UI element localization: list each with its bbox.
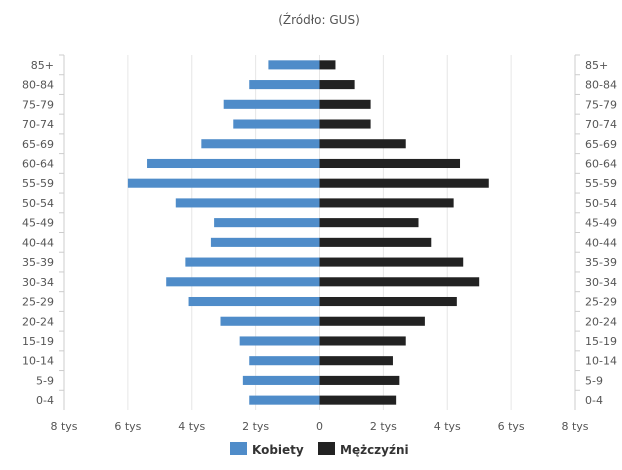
bar-kobiety[interactable] — [268, 60, 320, 70]
bar-mezczyzni[interactable] — [319, 198, 454, 208]
y-tick-label-right: 75-79 — [585, 98, 617, 111]
bar-mezczyzni[interactable] — [319, 158, 461, 169]
bar-kobiety[interactable] — [214, 218, 320, 228]
legend-label-kobiety: Kobiety — [252, 443, 304, 457]
y-tick-label-left: 75-79 — [22, 98, 54, 111]
bar-kobiety[interactable] — [242, 375, 320, 385]
bar-mezczyzni[interactable] — [319, 375, 400, 385]
bar-mezczyzni[interactable] — [319, 139, 406, 149]
bar-kobiety[interactable] — [223, 99, 320, 109]
y-tick-label-right: 15-19 — [585, 335, 617, 348]
bar-mezczyzni[interactable] — [319, 60, 336, 70]
bar-mezczyzni[interactable] — [319, 178, 489, 188]
y-tick-label-left: 0-4 — [36, 394, 54, 407]
chart-subtitle: (Źródło: GUS) — [278, 12, 360, 27]
bar-kobiety[interactable] — [175, 198, 320, 208]
y-tick-label-right: 65-69 — [585, 138, 617, 151]
y-tick-label-left: 15-19 — [22, 335, 54, 348]
y-tick-label-left: 5-9 — [36, 374, 54, 387]
bar-mezczyzni[interactable] — [319, 257, 464, 267]
bar-mezczyzni[interactable] — [319, 296, 457, 307]
bar-mezczyzni[interactable] — [319, 99, 371, 109]
bar-mezczyzni[interactable] — [319, 277, 480, 287]
y-tick-label-left: 85+ — [31, 59, 54, 72]
bar-mezczyzni[interactable] — [319, 119, 371, 129]
bar-kobiety[interactable] — [249, 395, 320, 405]
y-tick-label-right: 40-44 — [585, 236, 617, 249]
y-tick-label-right: 45-49 — [585, 217, 617, 230]
bars-layer — [127, 60, 489, 405]
x-tick-label: 8 tys — [561, 420, 588, 433]
x-tick-label: 0 — [316, 420, 323, 433]
bar-mezczyzni[interactable] — [319, 336, 406, 346]
bar-mezczyzni[interactable] — [319, 356, 393, 366]
y-tick-label-right: 50-54 — [585, 197, 617, 210]
bar-kobiety[interactable] — [201, 139, 320, 149]
bar-kobiety[interactable] — [127, 178, 320, 188]
y-tick-label-right: 35-39 — [585, 256, 617, 269]
y-tick-label-right: 10-14 — [585, 355, 617, 368]
y-tick-label-left: 20-24 — [22, 315, 54, 328]
x-tick-label: 2 tys — [370, 420, 397, 433]
bar-mezczyzni[interactable] — [319, 395, 397, 405]
x-tick-label: 8 tys — [50, 420, 77, 433]
bar-kobiety[interactable] — [188, 296, 320, 307]
bar-kobiety[interactable] — [249, 80, 320, 90]
bar-kobiety[interactable] — [147, 158, 320, 169]
y-tick-label-left: 35-39 — [22, 256, 54, 269]
x-tick-label: 4 tys — [434, 420, 461, 433]
y-tick-label-left: 80-84 — [22, 79, 54, 92]
y-tick-label-right: 0-4 — [585, 394, 603, 407]
y-tick-label-right: 20-24 — [585, 315, 617, 328]
x-tick-label: 2 tys — [242, 420, 269, 433]
bar-kobiety[interactable] — [220, 316, 320, 326]
y-tick-label-left: 70-74 — [22, 118, 54, 131]
bar-mezczyzni[interactable] — [319, 237, 432, 247]
legend-item-kobiety[interactable]: Kobiety — [230, 442, 304, 457]
x-tick-label: 4 tys — [178, 420, 205, 433]
legend-swatch-mezczyzni — [318, 442, 335, 455]
bar-kobiety[interactable] — [166, 277, 320, 287]
y-tick-label-left: 40-44 — [22, 236, 54, 249]
y-tick-label-right: 5-9 — [585, 374, 603, 387]
y-tick-label-left: 60-64 — [22, 157, 54, 170]
y-tick-label-left: 50-54 — [22, 197, 54, 210]
y-tick-label-left: 55-59 — [22, 177, 54, 190]
legend-item-mezczyzni[interactable]: Mężczyźni — [318, 442, 409, 457]
y-tick-label-right: 25-29 — [585, 296, 617, 309]
bar-kobiety[interactable] — [233, 119, 320, 129]
x-tick-label: 6 tys — [498, 420, 525, 433]
x-tick-label: 6 tys — [114, 420, 141, 433]
legend-label-mezczyzni: Mężczyźni — [340, 443, 409, 457]
y-tick-label-right: 60-64 — [585, 157, 617, 170]
legend-swatch-kobiety — [230, 442, 247, 455]
y-tick-label-right: 30-34 — [585, 276, 617, 289]
y-tick-label-left: 30-34 — [22, 276, 54, 289]
y-tick-label-left: 65-69 — [22, 138, 54, 151]
y-tick-label-left: 45-49 — [22, 217, 54, 230]
bar-mezczyzni[interactable] — [319, 80, 355, 90]
y-tick-label-right: 70-74 — [585, 118, 617, 131]
y-tick-label-left: 25-29 — [22, 296, 54, 309]
y-tick-label-right: 55-59 — [585, 177, 617, 190]
y-tick-label-right: 85+ — [585, 59, 608, 72]
bar-mezczyzni[interactable] — [319, 218, 419, 228]
legend: Kobiety Mężczyźni — [230, 442, 409, 457]
bar-kobiety[interactable] — [239, 336, 320, 346]
axis-layer: 8 tys 6 tys 4 tys 2 tys 0 2 tys 4 tys 6 tys 8 ty… — [22, 54, 617, 433]
y-tick-label-right: 80-84 — [585, 79, 617, 92]
bar-kobiety[interactable] — [210, 237, 320, 247]
bar-kobiety[interactable] — [185, 257, 320, 267]
bar-kobiety[interactable] — [249, 356, 320, 366]
y-tick-label-left: 10-14 — [22, 355, 54, 368]
grid-layer — [127, 55, 512, 410]
bar-mezczyzni[interactable] — [319, 316, 425, 326]
